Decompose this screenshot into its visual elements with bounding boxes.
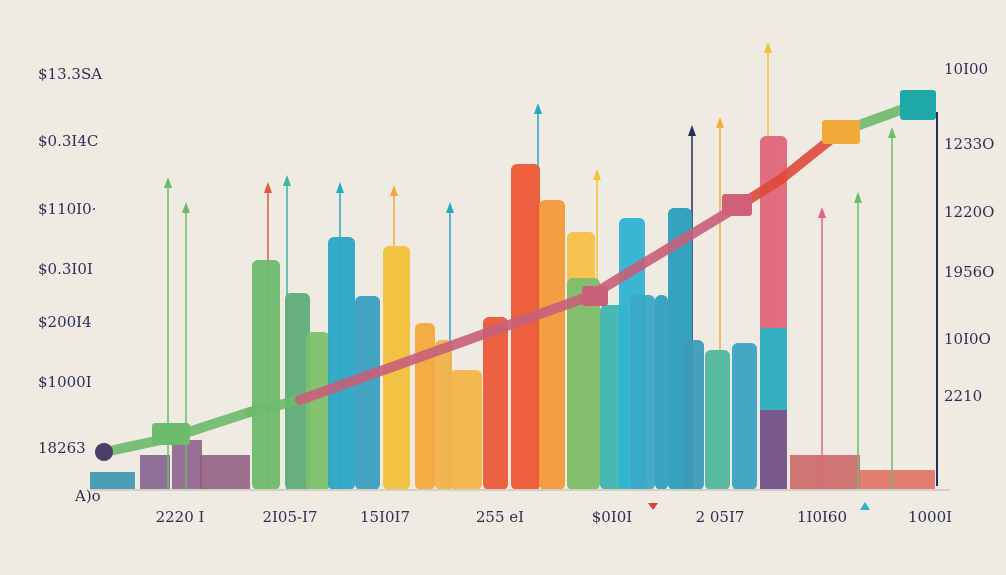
stub bbox=[860, 470, 935, 490]
bottom-label: 255 eI bbox=[476, 508, 524, 526]
bar bbox=[415, 323, 435, 490]
bottom-label: 2I05-I7 bbox=[262, 508, 317, 526]
bar bbox=[539, 200, 565, 490]
stub bbox=[90, 472, 135, 490]
bar bbox=[355, 296, 380, 490]
corner-label: A)o bbox=[74, 487, 101, 505]
bar bbox=[252, 260, 280, 490]
trend-node bbox=[95, 443, 113, 461]
bottom-label: $0I0I bbox=[592, 508, 633, 526]
arrow-head bbox=[764, 42, 772, 53]
trend-node bbox=[152, 423, 190, 445]
bar-segment bbox=[760, 328, 787, 410]
bar bbox=[306, 332, 330, 490]
right-label: 10I00 bbox=[944, 60, 988, 78]
arrow-head bbox=[534, 103, 542, 114]
stub bbox=[172, 440, 202, 490]
marker bbox=[648, 503, 658, 510]
bottom-label: 2220 I bbox=[156, 508, 205, 526]
right-label: 2210 bbox=[944, 387, 982, 405]
left-label: $110I0· bbox=[38, 200, 96, 218]
bottom-label: 1I0I60 bbox=[797, 508, 847, 526]
bar-segment bbox=[760, 410, 787, 490]
left-label: $0.3I4C bbox=[38, 132, 98, 150]
right-label: 1233O bbox=[944, 135, 994, 153]
arrow-head bbox=[688, 125, 696, 136]
marker bbox=[860, 502, 870, 510]
arrow-head bbox=[593, 169, 601, 180]
trend-node bbox=[822, 120, 860, 144]
right-label: 1956O bbox=[944, 263, 994, 281]
bar bbox=[435, 340, 452, 490]
bar bbox=[285, 293, 310, 490]
trend-node bbox=[722, 194, 752, 216]
trend-line bbox=[295, 291, 595, 405]
arrow-head bbox=[446, 202, 454, 213]
bar bbox=[328, 237, 355, 490]
bar bbox=[705, 350, 730, 490]
left-label: $13.3SA bbox=[38, 65, 102, 83]
decoration bbox=[90, 42, 936, 490]
bottom-label: 2 05I7 bbox=[696, 508, 745, 526]
stub bbox=[790, 455, 860, 490]
right-label: 1220O bbox=[944, 203, 994, 221]
arrow-head bbox=[164, 177, 172, 188]
arrow-head bbox=[390, 185, 398, 196]
arrow-head bbox=[716, 117, 724, 128]
arrow-head bbox=[336, 182, 344, 193]
arrow-head bbox=[182, 202, 190, 213]
trend-line bbox=[585, 200, 745, 301]
trend-node bbox=[900, 90, 936, 120]
right-label: 10I0O bbox=[944, 330, 991, 348]
arrow-head bbox=[888, 127, 896, 138]
bar bbox=[655, 295, 668, 490]
bar bbox=[511, 164, 540, 490]
bar bbox=[630, 295, 655, 490]
trend-node bbox=[582, 286, 608, 306]
arrow-head bbox=[283, 175, 291, 186]
bar bbox=[567, 278, 600, 490]
stub bbox=[200, 455, 250, 490]
arrow-head bbox=[854, 192, 862, 203]
left-label: $200I4 bbox=[38, 313, 92, 331]
bar bbox=[483, 317, 508, 490]
arrow-head bbox=[264, 182, 272, 193]
stub bbox=[140, 455, 170, 490]
left-label: $0.3I0I bbox=[38, 260, 93, 278]
arrow-head bbox=[818, 207, 826, 218]
bottom-label: 1000I bbox=[908, 508, 952, 526]
bar bbox=[732, 343, 757, 490]
bar bbox=[450, 370, 482, 490]
left-label: $1000I bbox=[38, 373, 92, 391]
left-label: 18263 bbox=[38, 439, 86, 457]
bottom-label: 15I0I7 bbox=[360, 508, 410, 526]
bar bbox=[682, 340, 704, 490]
trend-line bbox=[245, 395, 305, 417]
